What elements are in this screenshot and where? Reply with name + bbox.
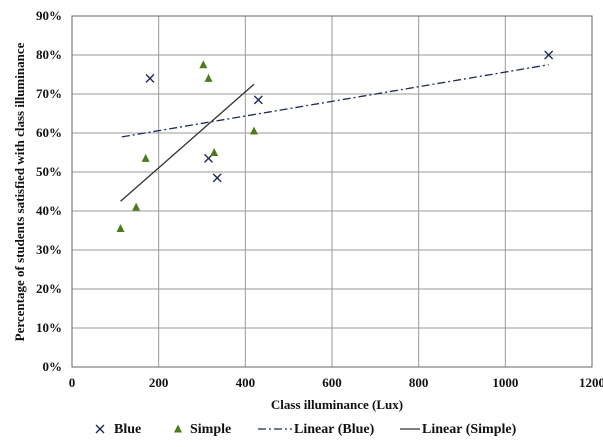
x-tick-label: 1000 [492, 375, 518, 390]
tick-labels: 0% 10% 20% 30% 40% 50% 60% 70% 80% 90% 0 200 400 600 8… [36, 8, 603, 390]
y-tick-label: 80% [36, 47, 62, 62]
data-points [116, 50, 554, 233]
y-tick-label: 50% [36, 164, 62, 179]
plot-area-border [71, 15, 593, 368]
legend-label-blue: Blue [114, 422, 141, 437]
x-tick-label: 1200 [579, 375, 603, 390]
point-simple [132, 202, 141, 211]
point-simple [116, 224, 125, 233]
point-blue [145, 73, 155, 83]
x-tick-label: 600 [322, 375, 342, 390]
y-tick-label: 0% [43, 359, 63, 374]
point-simple [204, 73, 213, 82]
y-tick-label: 10% [36, 320, 62, 335]
trendline-linear-blue [121, 64, 549, 138]
point-simple [210, 148, 219, 156]
trendlines [120, 64, 549, 202]
x-marker-stroke [544, 50, 554, 60]
legend-marker-simple [174, 424, 182, 433]
y-tick-label: 60% [36, 125, 62, 140]
x-marker-stroke [95, 424, 105, 434]
y-tick-label: 30% [36, 242, 62, 257]
x-marker-stroke [212, 173, 222, 183]
legend: Blue Simple Linear (Blue) Linear (Simple) [95, 422, 517, 437]
point-blue [253, 95, 263, 105]
x-tick-label: 800 [409, 375, 429, 390]
y-tick-label: 20% [36, 281, 62, 296]
grid [71, 15, 593, 368]
legend-label-linear-blue: Linear (Blue) [294, 422, 375, 437]
y-tick-label: 70% [36, 86, 62, 101]
x-marker-stroke [253, 95, 263, 105]
legend-marker-blue [95, 424, 105, 434]
x-tick-label: 0 [69, 375, 76, 390]
point-blue [544, 50, 554, 60]
x-tick-label: 200 [149, 375, 169, 390]
y-tick-label: 90% [36, 8, 62, 23]
x-marker-stroke [145, 73, 155, 83]
y-axis-title: Percentage of students satisfied with cl… [12, 42, 27, 341]
point-simple [141, 153, 150, 162]
legend-label-simple: Simple [190, 422, 231, 437]
trendline-linear-simple [120, 83, 255, 202]
x-tick-label: 400 [236, 375, 256, 390]
point-blue [212, 173, 222, 183]
x-axis-title: Class illuminance (Lux) [271, 397, 403, 412]
legend-label-linear-simple: Linear (Simple) [422, 422, 517, 437]
point-simple [199, 60, 208, 69]
y-tick-label: 40% [36, 203, 62, 218]
point-simple [250, 126, 258, 135]
